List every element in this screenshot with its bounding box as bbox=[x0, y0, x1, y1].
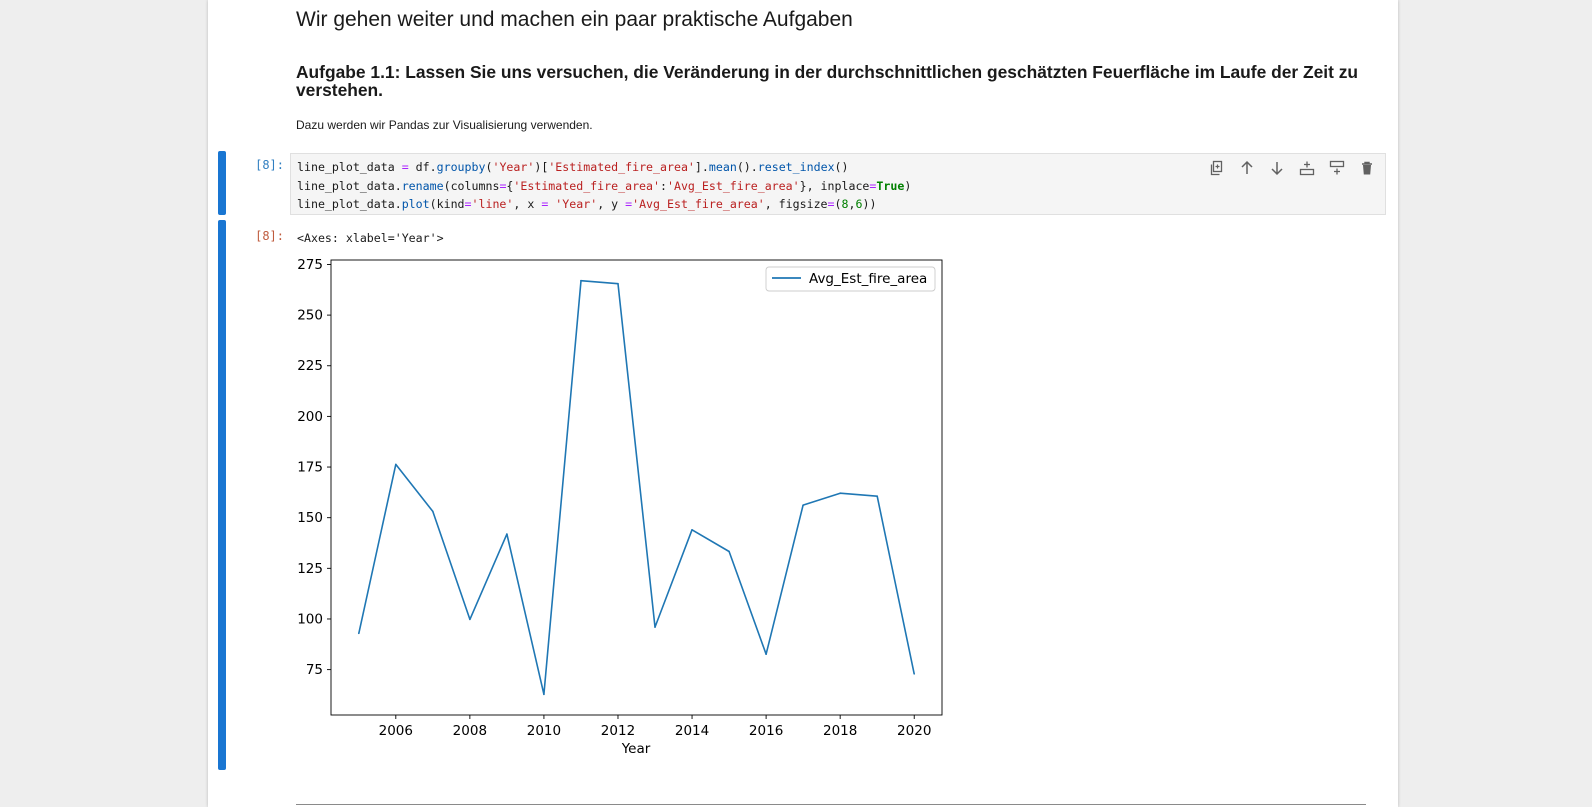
markdown-paragraph: Dazu werden wir Pandas zur Visualisierun… bbox=[296, 118, 593, 132]
data-point bbox=[357, 632, 360, 635]
y-axis: 75 100 125 150 175 200 225 250 275 bbox=[297, 257, 331, 678]
data-point bbox=[506, 533, 508, 535]
x-tick-label: 2008 bbox=[453, 723, 487, 739]
x-tick-label: 2012 bbox=[601, 723, 635, 739]
x-axis: 2006 2008 2010 2012 2014 2016 2018 2020 bbox=[379, 715, 931, 739]
legend: Avg_Est_fire_area bbox=[765, 266, 936, 292]
data-point bbox=[580, 279, 582, 282]
data-points bbox=[357, 279, 916, 696]
move-up-icon[interactable] bbox=[1236, 158, 1257, 178]
y-tick-label: 150 bbox=[297, 510, 323, 526]
data-point bbox=[654, 626, 656, 628]
data-point bbox=[802, 504, 804, 506]
data-point bbox=[765, 653, 767, 656]
insert-below-icon[interactable] bbox=[1326, 158, 1347, 178]
data-point bbox=[839, 492, 841, 494]
y-tick-label: 100 bbox=[297, 611, 323, 627]
input-prompt: [8]: bbox=[255, 158, 284, 172]
delete-icon[interactable] bbox=[1356, 158, 1377, 178]
y-tick-label: 125 bbox=[297, 561, 323, 577]
section-heading: Wir gehen weiter und machen ein paar pra… bbox=[296, 8, 853, 31]
x-tick-label: 2020 bbox=[897, 723, 931, 739]
y-tick-label: 175 bbox=[297, 460, 323, 476]
x-tick-label: 2006 bbox=[379, 723, 413, 739]
code-text[interactable]: line_plot_data = df.groupby('Year')['Est… bbox=[297, 160, 912, 211]
output-prompt: [8]: bbox=[255, 229, 284, 243]
x-axis-label: Year bbox=[621, 741, 651, 757]
task-heading: Aufgabe 1.1: Lassen Sie uns versuchen, d… bbox=[296, 62, 1359, 100]
legend-box bbox=[765, 266, 936, 292]
y-tick-label: 200 bbox=[297, 409, 323, 425]
insert-above-icon[interactable] bbox=[1296, 158, 1317, 178]
code-editor[interactable]: line_plot_data = df.groupby('Year')['Est… bbox=[290, 153, 1386, 215]
data-point bbox=[543, 693, 545, 696]
series-line bbox=[358, 279, 915, 696]
data-point bbox=[913, 673, 916, 675]
cell-divider bbox=[296, 804, 1366, 805]
x-tick-label: 2010 bbox=[527, 723, 561, 739]
y-tick-label: 225 bbox=[297, 358, 323, 374]
move-down-icon[interactable] bbox=[1266, 158, 1287, 178]
output-text: <Axes: xlabel='Year'> bbox=[297, 231, 444, 245]
data-point bbox=[395, 463, 397, 466]
y-tick-label: 250 bbox=[297, 308, 323, 324]
data-point bbox=[691, 529, 693, 531]
input-collapser[interactable] bbox=[218, 151, 226, 215]
data-point bbox=[876, 495, 878, 498]
x-tick-label: 2016 bbox=[749, 723, 783, 739]
plot-frame bbox=[330, 259, 943, 716]
output-collapser[interactable] bbox=[218, 220, 226, 770]
duplicate-icon[interactable] bbox=[1206, 158, 1227, 178]
data-point bbox=[432, 510, 434, 513]
y-tick-label: 75 bbox=[306, 662, 323, 678]
data-point bbox=[617, 282, 619, 285]
x-tick-label: 2018 bbox=[823, 723, 857, 739]
data-point bbox=[469, 618, 471, 621]
cell-toolbar bbox=[1206, 158, 1377, 178]
y-tick-label: 275 bbox=[297, 257, 323, 273]
data-point bbox=[728, 550, 730, 553]
notebook-page bbox=[208, 0, 1398, 807]
legend-label: Avg_Est_fire_area bbox=[809, 271, 927, 287]
x-tick-label: 2014 bbox=[675, 723, 709, 739]
